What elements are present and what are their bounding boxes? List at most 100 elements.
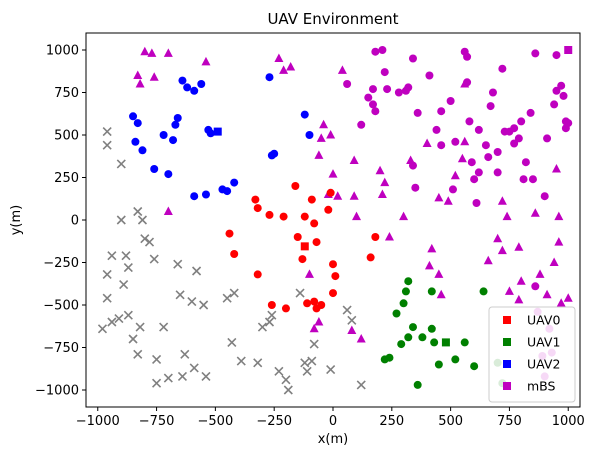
point-ground-nodes-37 (227, 337, 237, 347)
point-mBS-sites-39 (483, 255, 493, 265)
point-UAV1-users-13 (430, 338, 439, 347)
point-mBS-users-6 (371, 47, 380, 56)
point-mBS-users-49 (528, 175, 537, 184)
point-ground-nodes-45 (283, 385, 293, 395)
point-ground-nodes-13 (123, 310, 133, 320)
point-UAV2-users-9 (173, 114, 182, 122)
point-mBS-sites-35 (450, 170, 460, 180)
point-UAV1-users-16 (460, 338, 469, 347)
point-ground-nodes-2 (102, 269, 112, 279)
point-UAV0-users-15 (310, 219, 319, 228)
point-ground-nodes-1 (102, 140, 112, 150)
point-mBS-sites-18 (337, 65, 347, 74)
point-UAV1-users-2 (392, 309, 401, 318)
point-mBS-sites-31 (427, 243, 437, 253)
point-mBS-sites-33 (434, 192, 444, 202)
point-mBS-sites-38 (460, 136, 470, 146)
point-mBS-sites-45 (514, 242, 524, 251)
point-mBS-sites-9 (279, 65, 289, 74)
point-UAV1-users-4 (399, 299, 408, 308)
x-axis: −1000 −750 −500 −250 0 250 500 750 1000 (76, 407, 585, 429)
point-UAV1-users-14 (434, 360, 443, 369)
point-ground-nodes-27 (175, 290, 185, 300)
x-tick-label: −250 (256, 414, 292, 429)
point-ground-nodes-19 (140, 234, 150, 244)
point-mBS-users-51 (540, 192, 549, 201)
point-mBS-users-7 (378, 46, 387, 54)
point-mBS-sites-30 (424, 260, 434, 270)
point-mBS-users-61 (531, 282, 540, 291)
point-mBS-sites-11 (319, 119, 329, 129)
point-ground-nodes-47 (300, 358, 310, 368)
point-mBS-users-25 (463, 52, 472, 61)
point-mBS-users-0 (343, 80, 352, 88)
point-mBS-sites-60 (304, 269, 314, 278)
point-ground-nodes-51 (326, 365, 336, 375)
point-ground-nodes-23 (152, 378, 162, 388)
y-tick-label: −500 (43, 299, 79, 314)
point-ground-nodes-14 (128, 334, 138, 344)
point-mBS-users-32 (474, 125, 483, 134)
point-mBS-users-13 (408, 54, 417, 63)
point-UAV0-users-0 (225, 229, 234, 238)
point-ground-nodes-25 (163, 373, 173, 383)
point-UAV2-users-25 (305, 131, 314, 139)
point-mBS-sites-36 (457, 153, 467, 163)
point-UAV0-users-7 (281, 304, 290, 313)
point-UAV1-users-1 (385, 353, 394, 362)
point-ground-nodes-46 (295, 288, 305, 298)
point-UAV2-uav-0 (213, 127, 222, 136)
y-tick-label: 500 (54, 129, 79, 144)
y-tick-label: 0 (71, 214, 79, 229)
point-UAV2-users-5 (159, 131, 168, 139)
point-mBS-users-31 (474, 168, 483, 177)
point-mBS-users-9 (383, 85, 392, 94)
point-ground-nodes-30 (187, 297, 197, 307)
point-mBS-sites-25 (380, 177, 390, 187)
point-UAV1-users-15 (451, 355, 460, 364)
point-mBS-users-2 (364, 93, 373, 102)
point-mBS-users-36 (488, 88, 497, 97)
point-mBS-sites-54 (554, 237, 564, 246)
point-mBS-users-16 (413, 108, 422, 117)
point-ground-nodes-50 (309, 339, 319, 349)
point-mBS-users-27 (465, 117, 474, 126)
x-tick-label: 250 (379, 414, 404, 429)
point-UAV1-users-11 (427, 287, 436, 296)
point-ground-nodes-5 (107, 317, 117, 327)
x-tick-label: 500 (438, 414, 463, 429)
point-mBS-sites-47 (516, 276, 526, 285)
y-tick-label: −250 (43, 256, 79, 271)
point-UAV0-users-12 (300, 212, 309, 221)
point-UAV2-users-7 (169, 136, 178, 145)
point-UAV0-users-24 (331, 272, 340, 281)
point-ground-nodes-44 (281, 375, 291, 385)
point-ground-nodes-53 (347, 315, 357, 325)
point-mBS-sites-51 (549, 257, 559, 266)
point-mBS-sites-8 (274, 53, 284, 62)
point-mBS-users-29 (470, 175, 479, 184)
y-tick-label: −750 (43, 341, 79, 356)
point-UAV1-users-5 (401, 287, 410, 296)
point-ground-nodes-41 (264, 317, 275, 327)
point-ground-nodes-10 (119, 280, 129, 290)
point-mBS-users-54 (552, 86, 561, 95)
point-mBS-sites-58 (309, 323, 319, 333)
point-UAV0-users-17 (312, 238, 321, 247)
point-UAV0-users-19 (317, 301, 326, 309)
point-UAV0-users-13 (303, 299, 312, 308)
point-mBS-sites-49 (535, 269, 545, 278)
point-mBS-users-14 (408, 161, 417, 170)
point-mBS-users-46 (519, 175, 528, 184)
legend-label-uav2: UAV2 (527, 357, 560, 372)
point-UAV2-users-12 (190, 86, 199, 95)
point-mBS-users-15 (411, 183, 420, 192)
point-UAV2-users-24 (300, 110, 309, 119)
point-ground-nodes-7 (114, 314, 124, 324)
point-ground-nodes-48 (302, 366, 312, 376)
point-mBS-users-45 (517, 117, 526, 126)
point-UAV2-users-17 (206, 129, 215, 138)
point-mBS-users-12 (404, 83, 413, 92)
point-UAV0-users-26 (371, 233, 380, 241)
point-UAV0-users-2 (251, 195, 260, 204)
